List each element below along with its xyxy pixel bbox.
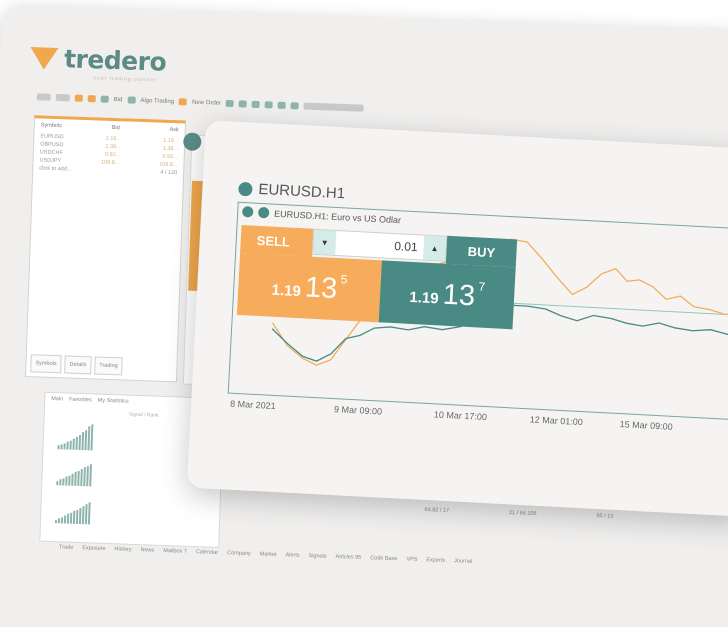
new-order-icon[interactable]: [178, 98, 188, 106]
tab-journal[interactable]: Journal: [453, 558, 473, 565]
tab-history[interactable]: History: [114, 546, 132, 553]
buy-label[interactable]: BUY: [445, 235, 518, 268]
toolbar-tool-icon[interactable]: [238, 100, 248, 108]
sell-label[interactable]: SELL: [240, 225, 314, 257]
buy-price-fraction: 7: [478, 279, 486, 294]
terminal-tabs: Trade Exposure History News Mailbox 7 Ca…: [59, 544, 472, 564]
main-toolbar: Bid Algo Trading New Order: [36, 93, 365, 112]
terminal-value: 64.82 / 17: [424, 507, 450, 514]
chart-title-text: EURUSD.H1: [257, 180, 346, 203]
sell-price-fraction: 5: [340, 272, 348, 287]
chart-settings-dot-icon[interactable]: [241, 206, 254, 218]
tab-favorites[interactable]: Favorites: [69, 396, 92, 404]
brand-logo: tredero your trading partner: [29, 43, 167, 83]
tab-mailbox[interactable]: Mailbox 7: [163, 547, 187, 555]
buy-button[interactable]: 1.19 13 7: [378, 260, 516, 330]
tab-news[interactable]: News: [140, 547, 155, 554]
signal-growth-chart: [57, 423, 94, 451]
navigator-icon[interactable]: [87, 95, 96, 103]
buy-price-pips: 13: [441, 278, 476, 312]
tab-calendar[interactable]: Calendar: [195, 549, 219, 556]
toolbar-tool-icon[interactable]: [264, 101, 274, 109]
tab-main[interactable]: Main: [51, 395, 64, 403]
tab-vps[interactable]: VPS: [406, 556, 418, 563]
market-watch-icon[interactable]: [74, 94, 83, 102]
logo-tagline: your trading partner: [93, 75, 158, 84]
tab-trading[interactable]: Trading: [94, 356, 124, 376]
new-chart-icon[interactable]: [36, 93, 51, 101]
tab-alerts[interactable]: Alerts: [285, 552, 300, 559]
algo-trading-icon[interactable]: [127, 96, 136, 104]
column-bid[interactable]: Bid: [111, 124, 120, 132]
chart-window: EURUSD.H1 EURUSD.H1: Euro vs US Odlar SE…: [186, 120, 728, 517]
signal-growth-chart: [56, 463, 92, 487]
tab-code-base[interactable]: Code Base: [370, 555, 398, 563]
tab-signals[interactable]: Signals: [308, 553, 327, 560]
x-axis-tick: 8 Mar 2021: [229, 398, 276, 412]
chart-status-dot-icon: [238, 181, 253, 197]
sell-price-pips: 13: [304, 270, 339, 305]
tab-my-statistics[interactable]: My Statistics: [97, 397, 129, 405]
tab-company[interactable]: Company: [227, 550, 251, 558]
logo-text: tredero: [63, 44, 167, 77]
lot-increase-button[interactable]: ▲: [422, 235, 447, 261]
chart-indicator-dot-icon[interactable]: [257, 206, 270, 219]
one-click-trading-panel: SELL ▼ 0.01 ▲ BUY 1.19 13 5 1.19 13 7: [236, 225, 518, 330]
profiles-icon[interactable]: [55, 93, 70, 102]
algo-trading-button[interactable]: Algo Trading: [140, 97, 175, 105]
lot-decrease-button[interactable]: ▼: [313, 229, 337, 255]
column-symbols[interactable]: Symbols: [40, 122, 62, 130]
chart-window-title: EURUSD.H1: [238, 180, 346, 203]
tab-details[interactable]: Details: [64, 355, 92, 375]
market-watch-panel: Symbols Bid Ask EURUSD 1.19... 1.19... G…: [24, 115, 187, 383]
terminal-value: 21 / 66.106: [508, 510, 537, 517]
series-orange-line: [271, 238, 728, 366]
lot-size-input[interactable]: 0.01: [393, 239, 418, 255]
signal-growth-chart: [54, 501, 91, 525]
toolbar-bid-label: Bid: [113, 96, 123, 103]
tab-trade[interactable]: Trade: [58, 544, 74, 551]
x-axis-tick: 15 Mar 09:00: [619, 419, 673, 432]
sell-price-prefix: 1.19: [271, 281, 302, 300]
logo-mark-icon: [29, 46, 59, 70]
toolbar-tool-icon[interactable]: [225, 99, 235, 108]
toolbox-header: Signal / Rank: [128, 411, 159, 419]
x-axis-tick: 9 Mar 09:00: [333, 404, 383, 417]
toolbar-tool-icon[interactable]: [277, 101, 287, 109]
toolbar-tool-icon[interactable]: [251, 100, 261, 109]
tab-exposure[interactable]: Exposure: [82, 545, 106, 552]
buy-price-prefix: 1.19: [408, 288, 440, 307]
tab-articles[interactable]: Articles 95: [335, 553, 362, 561]
price-chart[interactable]: EURUSD.H1: Euro vs US Odlar SELL ▼ 0.01 …: [227, 201, 728, 432]
column-ask[interactable]: Ask: [169, 126, 179, 134]
tab-experts[interactable]: Experts: [426, 557, 446, 564]
sell-button[interactable]: 1.19 13 5: [236, 252, 382, 323]
toolbar-tool-icon[interactable]: [290, 102, 300, 110]
terminal-values: 64.82 / 17 21 / 66.106 95 / 13: [424, 507, 613, 520]
tab-symbols[interactable]: Symbols: [30, 354, 62, 374]
tab-market[interactable]: Market: [259, 551, 277, 558]
terminal-value: 95 / 13: [596, 513, 614, 520]
market-watch-tabs: Symbols Details Trading: [30, 354, 124, 376]
terminal-icon[interactable]: [100, 95, 109, 103]
x-axis-tick: 10 Mar 17:00: [433, 409, 488, 423]
x-axis-tick: 12 Mar 01:00: [529, 414, 584, 428]
drawing-tools-icon[interactable]: [303, 102, 365, 112]
new-order-button[interactable]: New Order: [191, 99, 222, 107]
